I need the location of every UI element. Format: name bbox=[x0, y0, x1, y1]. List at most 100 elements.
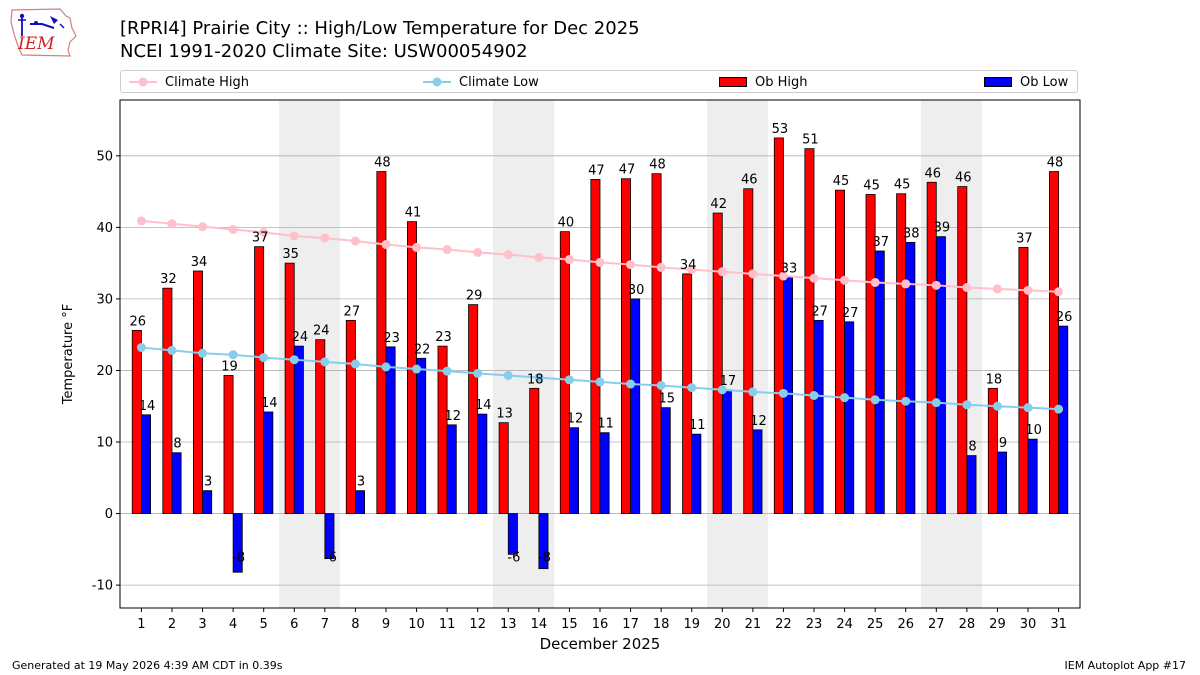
ob-low-bar bbox=[232, 513, 243, 573]
climate-low-point bbox=[473, 368, 483, 378]
climate-low-point bbox=[992, 401, 1002, 411]
x-tick-label: 1 bbox=[137, 617, 145, 632]
ob-high-bar bbox=[529, 387, 540, 514]
legend-climate-low-marker bbox=[423, 77, 451, 87]
climate-high-point bbox=[564, 255, 574, 265]
legend-climate-high-marker bbox=[129, 77, 157, 87]
ob-low-label: -8 bbox=[538, 551, 551, 566]
ob-high-label: 41 bbox=[405, 206, 422, 221]
x-tick-label: 25 bbox=[867, 617, 884, 632]
ob-high-bar bbox=[590, 179, 601, 514]
ob-low-label: 11 bbox=[689, 418, 706, 433]
climate-high-point bbox=[228, 225, 238, 235]
ob-high-bar bbox=[192, 270, 203, 514]
climate-high-point bbox=[656, 262, 666, 272]
x-tick-label: 21 bbox=[745, 617, 762, 632]
ob-low-bar bbox=[813, 319, 824, 514]
ob-high-bar bbox=[254, 246, 265, 514]
climate-high-point bbox=[870, 277, 880, 287]
x-tick-label: 29 bbox=[989, 617, 1006, 632]
y-tick-label: 30 bbox=[96, 292, 113, 307]
y-axis-label: Temperature °F bbox=[61, 304, 76, 405]
legend-climate-high: Climate High bbox=[129, 73, 249, 91]
climate-high-point bbox=[687, 265, 697, 275]
climate-low-point bbox=[626, 379, 636, 389]
ob-low-bar bbox=[844, 321, 855, 514]
x-tick-label: 19 bbox=[683, 617, 700, 632]
x-tick-label: 14 bbox=[531, 617, 548, 632]
ob-low-bar bbox=[935, 236, 946, 514]
ob-high-label: 42 bbox=[710, 197, 727, 212]
ob-high-bar bbox=[743, 188, 754, 514]
ob-high-bar bbox=[987, 387, 998, 514]
ob-low-bar bbox=[507, 513, 518, 555]
ob-high-label: 34 bbox=[191, 255, 208, 270]
x-tick-label: 2 bbox=[168, 617, 176, 632]
ob-low-label: 39 bbox=[934, 221, 951, 236]
climate-high-point bbox=[809, 273, 819, 283]
climate-low-point bbox=[1023, 403, 1033, 413]
climate-low-point bbox=[412, 364, 422, 374]
ob-low-bar bbox=[293, 345, 304, 514]
ob-low-label: 22 bbox=[414, 342, 431, 357]
ob-low-bar bbox=[630, 298, 641, 514]
logo-text: IEM bbox=[17, 34, 55, 54]
ob-high-label: 47 bbox=[588, 163, 605, 178]
x-tick-label: 22 bbox=[775, 617, 792, 632]
ob-high-label: 46 bbox=[924, 166, 941, 181]
ob-high-bar bbox=[468, 304, 479, 514]
ob-low-bar bbox=[324, 513, 335, 560]
climate-low-point bbox=[748, 387, 758, 397]
ob-low-label: -6 bbox=[507, 551, 520, 566]
climate-low-point bbox=[320, 357, 330, 367]
ob-low-label: 3 bbox=[357, 475, 365, 490]
x-tick-label: 7 bbox=[321, 617, 329, 632]
climate-high-point bbox=[503, 250, 513, 260]
climate-high-point bbox=[473, 247, 483, 257]
ob-high-bar bbox=[712, 212, 723, 514]
climate-high-point bbox=[534, 252, 544, 262]
y-tick-label: 40 bbox=[96, 221, 113, 236]
climate-low-point bbox=[809, 390, 819, 400]
ob-low-bar bbox=[263, 411, 274, 514]
ob-high-bar bbox=[957, 186, 968, 514]
climate-low-point bbox=[259, 353, 269, 363]
ob-low-label: 14 bbox=[139, 399, 156, 414]
ob-high-bar bbox=[162, 287, 173, 514]
x-tick-label: 4 bbox=[229, 617, 237, 632]
climate-low-point bbox=[778, 388, 788, 398]
ob-low-bar bbox=[446, 424, 457, 514]
ob-high-bar bbox=[773, 137, 784, 514]
iem-logo: IEM bbox=[10, 8, 77, 57]
ob-low-label: 24 bbox=[292, 330, 309, 345]
ob-low-bar bbox=[355, 490, 365, 514]
climate-low-point bbox=[656, 380, 666, 390]
legend: Climate High Climate Low Ob High Ob Low bbox=[120, 70, 1078, 93]
ob-low-bar bbox=[477, 413, 488, 514]
ob-low-label: 37 bbox=[872, 235, 889, 250]
ob-high-bar bbox=[621, 178, 631, 514]
climate-high-point bbox=[1023, 285, 1033, 295]
ob-high-bar bbox=[559, 231, 570, 514]
ob-high-label: 46 bbox=[955, 171, 972, 186]
ob-low-bar bbox=[385, 346, 396, 514]
x-tick-label: 11 bbox=[439, 617, 456, 632]
ob-high-bar bbox=[498, 422, 509, 514]
footer-app: IEM Autoplot App #17 bbox=[1064, 659, 1187, 672]
legend-climate-low-label: Climate Low bbox=[459, 74, 539, 90]
ob-low-bar bbox=[538, 513, 549, 570]
climate-high-point bbox=[962, 282, 972, 292]
x-tick-label: 5 bbox=[260, 617, 268, 632]
ob-low-label: 8 bbox=[968, 440, 976, 455]
ob-low-bar bbox=[171, 452, 182, 514]
x-tick-label: 13 bbox=[500, 617, 517, 632]
chart-subtitle: NCEI 1991-2020 Climate Site: USW00054902 bbox=[120, 41, 528, 62]
x-tick-label: 3 bbox=[198, 617, 206, 632]
x-tick-label: 8 bbox=[351, 617, 359, 632]
ob-low-label: 15 bbox=[658, 392, 675, 407]
ob-low-bar bbox=[691, 433, 702, 514]
climate-high-point bbox=[412, 242, 422, 252]
ob-high-label: 48 bbox=[649, 158, 666, 173]
x-tick-label: 23 bbox=[806, 617, 823, 632]
